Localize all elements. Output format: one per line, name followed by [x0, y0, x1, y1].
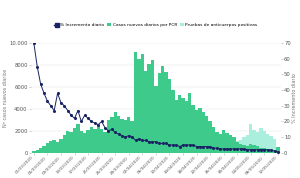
Bar [253, 145, 256, 153]
Bar [212, 127, 215, 153]
Bar [175, 100, 178, 153]
Bar [262, 131, 266, 153]
Bar [32, 151, 35, 153]
Bar [124, 120, 127, 153]
Bar [219, 134, 222, 153]
Bar [269, 149, 273, 153]
Bar [212, 145, 215, 153]
Bar [219, 142, 222, 153]
Bar [59, 138, 63, 153]
Bar [69, 132, 73, 153]
Bar [83, 133, 86, 153]
Bar [56, 142, 59, 153]
Bar [215, 132, 219, 153]
Bar [100, 129, 103, 153]
Bar [137, 59, 141, 153]
Bar [215, 144, 219, 153]
Bar [242, 137, 246, 153]
Bar [188, 93, 191, 153]
Bar [232, 142, 236, 153]
Bar [256, 146, 259, 153]
Bar [249, 144, 253, 153]
Bar [236, 141, 239, 153]
Bar [198, 108, 202, 153]
Bar [236, 142, 239, 153]
Bar [42, 146, 46, 153]
Bar [49, 141, 52, 153]
Bar [97, 125, 100, 153]
Bar [276, 147, 280, 153]
Bar [52, 140, 56, 153]
Bar [171, 90, 175, 153]
Bar [110, 117, 113, 153]
Bar [259, 148, 262, 153]
Bar [144, 71, 147, 153]
Bar [205, 116, 208, 153]
Bar [266, 149, 269, 153]
Bar [222, 130, 225, 153]
Bar [269, 136, 273, 153]
Legend: % Incremento diario, Casos nuevos diarios por PCR, Pruebas de anticuerpos positi: % Incremento diario, Casos nuevos diario… [52, 21, 259, 29]
Bar [225, 133, 229, 153]
Bar [134, 52, 137, 153]
Bar [158, 73, 161, 153]
Bar [229, 140, 232, 153]
Bar [262, 148, 266, 153]
Bar [185, 101, 188, 153]
Bar [225, 136, 229, 153]
Bar [191, 104, 195, 153]
Bar [66, 131, 69, 153]
Bar [229, 135, 232, 153]
Bar [63, 135, 66, 153]
Bar [239, 140, 242, 153]
Bar [141, 54, 144, 153]
Bar [93, 129, 97, 153]
Y-axis label: Nº casos nuevos diarios: Nº casos nuevos diarios [3, 69, 8, 127]
Bar [178, 95, 181, 153]
Bar [246, 135, 249, 153]
Bar [120, 119, 124, 153]
Bar [113, 112, 117, 153]
Bar [259, 128, 262, 153]
Bar [161, 66, 164, 153]
Bar [35, 150, 39, 153]
Bar [168, 79, 171, 153]
Bar [253, 130, 256, 153]
Bar [208, 121, 212, 153]
Bar [273, 138, 276, 153]
Bar [266, 134, 269, 153]
Bar [246, 146, 249, 153]
Bar [76, 124, 80, 153]
Bar [239, 143, 242, 153]
Bar [103, 132, 107, 153]
Bar [130, 121, 134, 153]
Bar [39, 148, 42, 153]
Bar [73, 128, 76, 153]
Bar [256, 132, 259, 153]
Y-axis label: % Incremento diario: % Incremento diario [292, 73, 297, 123]
Bar [107, 120, 110, 153]
Bar [195, 110, 198, 153]
Bar [181, 98, 185, 153]
Bar [249, 124, 253, 153]
Bar [147, 64, 151, 153]
Bar [222, 138, 225, 153]
Bar [86, 130, 90, 153]
Bar [202, 112, 205, 153]
Bar [242, 145, 246, 153]
Bar [154, 86, 158, 153]
Bar [164, 72, 168, 153]
Bar [273, 150, 276, 153]
Bar [90, 127, 93, 153]
Bar [127, 117, 130, 153]
Bar [117, 116, 120, 153]
Bar [276, 147, 280, 153]
Bar [46, 143, 49, 153]
Bar [80, 131, 83, 153]
Bar [232, 137, 236, 153]
Bar [151, 60, 154, 153]
